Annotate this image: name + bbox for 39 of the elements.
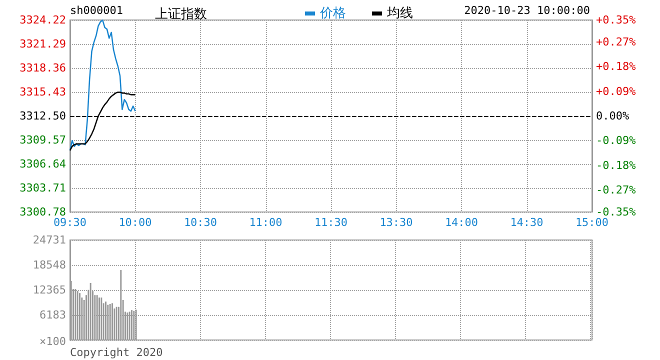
text: sh000001: [70, 4, 123, 17]
x-tick-label: 13:30: [380, 216, 413, 229]
x-tick-label: 09:30: [53, 216, 87, 229]
y-tick-label: 3300.78: [20, 206, 66, 218]
y2-tick-label: +0.35%: [596, 14, 636, 26]
y-tick-label: 6183: [40, 308, 66, 322]
y-tick-label: 3303.71: [20, 182, 66, 194]
y-tick-label: 3306.64: [20, 158, 66, 170]
x-tick-label: 11:30: [314, 216, 348, 229]
y2-tick-label: +0.18%: [596, 60, 636, 74]
y2-tick-label: -0.09%: [596, 134, 636, 148]
text: Copyright 2020: [70, 346, 163, 359]
y-tick-label: 3324.22: [20, 14, 66, 26]
y-tick-label: 3312.50: [20, 110, 66, 122]
chart-title: 上证指数: [155, 7, 207, 22]
y2-tick-label: -0.35%: [596, 206, 636, 218]
x-tick-label: 15:00: [575, 216, 609, 229]
y2-tick-label: -0.27%: [596, 184, 636, 197]
legend-label: 价格: [319, 6, 346, 21]
y2-tick-label: 0.00%: [596, 110, 630, 122]
legend-label: 均线: [386, 6, 413, 21]
y-tick-label: 3318.36: [20, 62, 66, 74]
y2-tick-label: +0.09%: [596, 84, 636, 98]
y-axis-title: ×100: [40, 335, 66, 348]
x-tick-label: 10:30: [184, 216, 218, 229]
y-tick-label: 3315.43: [20, 86, 66, 98]
x-tick-label: 11:00: [249, 216, 282, 229]
x-tick-label: 14:00: [444, 216, 478, 229]
y-tick-label: 3309.57: [20, 134, 66, 146]
y-tick-label: 24731: [32, 234, 66, 246]
x-tick-label: 14:30: [510, 216, 544, 229]
y2-tick-label: -0.18%: [596, 158, 636, 172]
x-tick-label: 10:00: [118, 216, 152, 229]
y-tick-label: 12365: [32, 284, 66, 296]
y-tick-label: 18548: [32, 258, 66, 272]
y2-tick-label: +0.27%: [596, 35, 636, 48]
line-series: [69, 20, 136, 152]
y-tick-label: 3321.29: [20, 38, 66, 50]
text: 2020-10-23 10:00:00: [464, 4, 590, 17]
